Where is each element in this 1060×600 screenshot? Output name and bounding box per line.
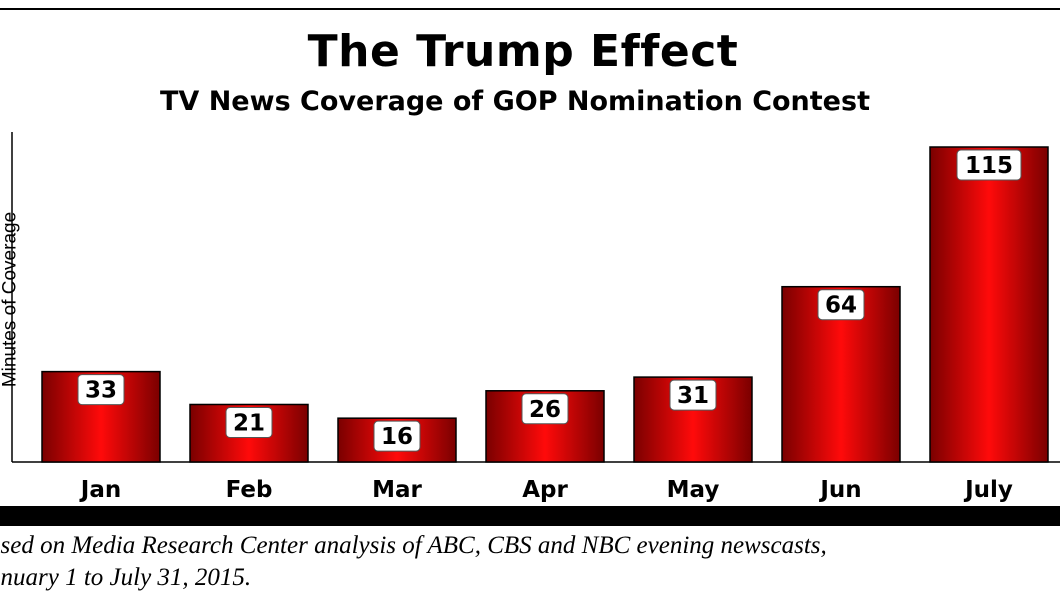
data-label-box <box>956 149 1022 181</box>
data-label: 64 <box>825 293 857 319</box>
x-tick-label: May <box>667 477 720 503</box>
data-label-box <box>521 393 569 425</box>
data-label-box <box>77 374 125 406</box>
x-tick-labels-group: Jan Feb Mar Apr May Jun July <box>79 477 1013 503</box>
data-label: 33 <box>85 378 117 404</box>
chart-title: The Trump Effect <box>307 26 739 77</box>
x-tick-label: July <box>963 477 1013 503</box>
data-label: 16 <box>381 424 413 450</box>
bottom-band <box>0 506 1060 526</box>
data-labels-group: 33 21 16 26 31 64 115 <box>77 149 1022 452</box>
x-tick-label: Mar <box>372 477 422 503</box>
data-label: 26 <box>529 397 561 423</box>
data-label-box <box>817 289 865 321</box>
data-label-box <box>373 420 421 452</box>
data-label-box <box>669 379 717 411</box>
source-note-line-2: anuary 1 to July 31, 2015. <box>0 564 252 591</box>
bar-chart: 33 21 16 26 31 64 115 Jan Feb Mar Apr May Jun July <box>11 132 1060 503</box>
source-note: ased on Media Research Center analysis o… <box>0 530 1060 594</box>
source-note-line-1: ased on Media Research Center analysis o… <box>0 532 827 559</box>
data-label-box <box>225 406 273 438</box>
data-label: 31 <box>677 383 709 409</box>
bar-july <box>929 146 1049 463</box>
x-tick-label: Jun <box>818 477 861 503</box>
x-tick-label: Feb <box>226 477 273 503</box>
data-label: 115 <box>965 153 1013 179</box>
top-border <box>0 8 1060 10</box>
x-tick-label: Apr <box>522 477 568 503</box>
data-label: 21 <box>233 410 265 436</box>
chart-subtitle: TV News Coverage of GOP Nomination Conte… <box>160 86 870 117</box>
x-tick-label: Jan <box>79 477 121 503</box>
